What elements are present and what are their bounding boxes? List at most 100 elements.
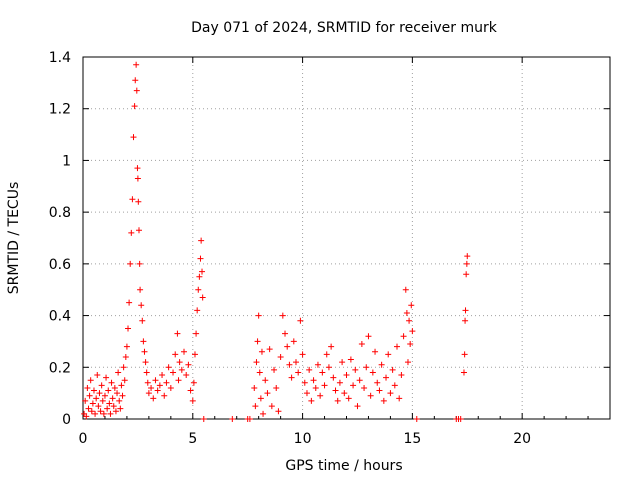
data-point xyxy=(122,353,129,360)
data-point xyxy=(323,351,330,358)
data-point xyxy=(268,403,275,410)
data-point xyxy=(176,359,183,366)
data-point xyxy=(345,395,352,402)
data-point xyxy=(123,343,130,350)
data-point xyxy=(183,372,190,379)
data-point xyxy=(136,260,143,267)
data-point xyxy=(116,397,123,404)
data-point xyxy=(92,410,99,417)
data-point xyxy=(350,382,357,389)
data-point xyxy=(105,387,112,394)
data-point xyxy=(144,379,151,386)
data-point xyxy=(303,390,310,397)
data-point xyxy=(295,369,302,376)
data-point xyxy=(111,384,118,391)
data-point xyxy=(464,253,471,260)
data-point xyxy=(290,338,297,345)
data-point xyxy=(107,410,114,417)
data-point xyxy=(385,351,392,358)
data-point xyxy=(341,390,348,397)
data-point xyxy=(142,359,149,366)
data-point xyxy=(165,364,172,371)
data-point xyxy=(403,309,410,316)
data-point xyxy=(246,416,253,422)
data-point xyxy=(97,408,104,415)
data-point xyxy=(398,372,405,379)
data-point xyxy=(138,302,145,309)
data-point xyxy=(408,302,415,309)
data-point xyxy=(87,377,94,384)
data-point xyxy=(306,366,313,373)
data-point xyxy=(363,364,370,371)
data-point xyxy=(191,351,198,358)
data-point xyxy=(85,405,92,412)
data-point xyxy=(321,382,328,389)
data-point xyxy=(264,390,271,397)
data-point xyxy=(383,374,390,381)
data-point xyxy=(336,379,343,386)
data-point xyxy=(128,229,135,236)
data-point xyxy=(273,384,280,391)
data-point xyxy=(145,390,152,397)
data-point xyxy=(462,317,469,324)
data-point xyxy=(389,366,396,373)
data-point xyxy=(134,165,141,172)
y-tick-label: 0.4 xyxy=(49,309,71,325)
data-point xyxy=(252,403,259,410)
data-point xyxy=(310,377,317,384)
data-point xyxy=(391,382,398,389)
data-point xyxy=(131,103,138,110)
data-point xyxy=(120,364,127,371)
data-point xyxy=(94,372,101,379)
data-point xyxy=(297,317,304,324)
data-point xyxy=(380,397,387,404)
x-tick-label: 20 xyxy=(513,431,531,447)
data-point xyxy=(117,405,124,412)
y-tick-label: 0.6 xyxy=(49,257,71,273)
data-point xyxy=(130,134,137,141)
data-point xyxy=(133,87,140,94)
data-point xyxy=(361,384,368,391)
data-point xyxy=(317,392,324,399)
data-point xyxy=(406,317,413,324)
data-point xyxy=(126,299,133,306)
axis-ticks: 0 0.2 0.4 0.6 0.8 1 1.2 1.4 0 5 10 15 20 xyxy=(49,50,610,447)
data-point xyxy=(286,361,293,368)
data-point xyxy=(82,397,89,404)
data-point xyxy=(133,61,140,68)
data-point xyxy=(358,341,365,348)
data-point xyxy=(365,333,372,340)
data-point xyxy=(266,346,273,353)
data-point xyxy=(114,390,121,397)
data-point xyxy=(279,312,286,319)
data-point xyxy=(356,377,363,384)
data-point xyxy=(461,351,468,358)
data-point xyxy=(376,387,383,394)
data-point xyxy=(135,227,142,234)
data-point xyxy=(284,343,291,350)
data-point xyxy=(462,307,469,314)
data-point xyxy=(254,338,261,345)
data-point xyxy=(288,374,295,381)
data-point xyxy=(100,410,107,417)
data-point xyxy=(121,377,128,384)
data-point xyxy=(352,366,359,373)
data-point xyxy=(112,408,119,415)
data-point xyxy=(110,403,117,410)
data-point xyxy=(229,416,236,422)
data-point xyxy=(262,377,269,384)
data-point xyxy=(156,382,163,389)
data-point xyxy=(154,387,161,394)
data-point xyxy=(96,390,103,397)
data-point xyxy=(98,382,105,389)
data-point xyxy=(178,366,185,373)
data-point xyxy=(86,392,93,399)
data-point xyxy=(457,416,464,422)
data-point xyxy=(193,330,200,337)
x-tick-label: 10 xyxy=(294,431,312,447)
data-point xyxy=(258,348,265,355)
x-tick-label: 0 xyxy=(79,431,88,447)
data-point xyxy=(132,77,139,84)
data-point xyxy=(354,403,361,410)
